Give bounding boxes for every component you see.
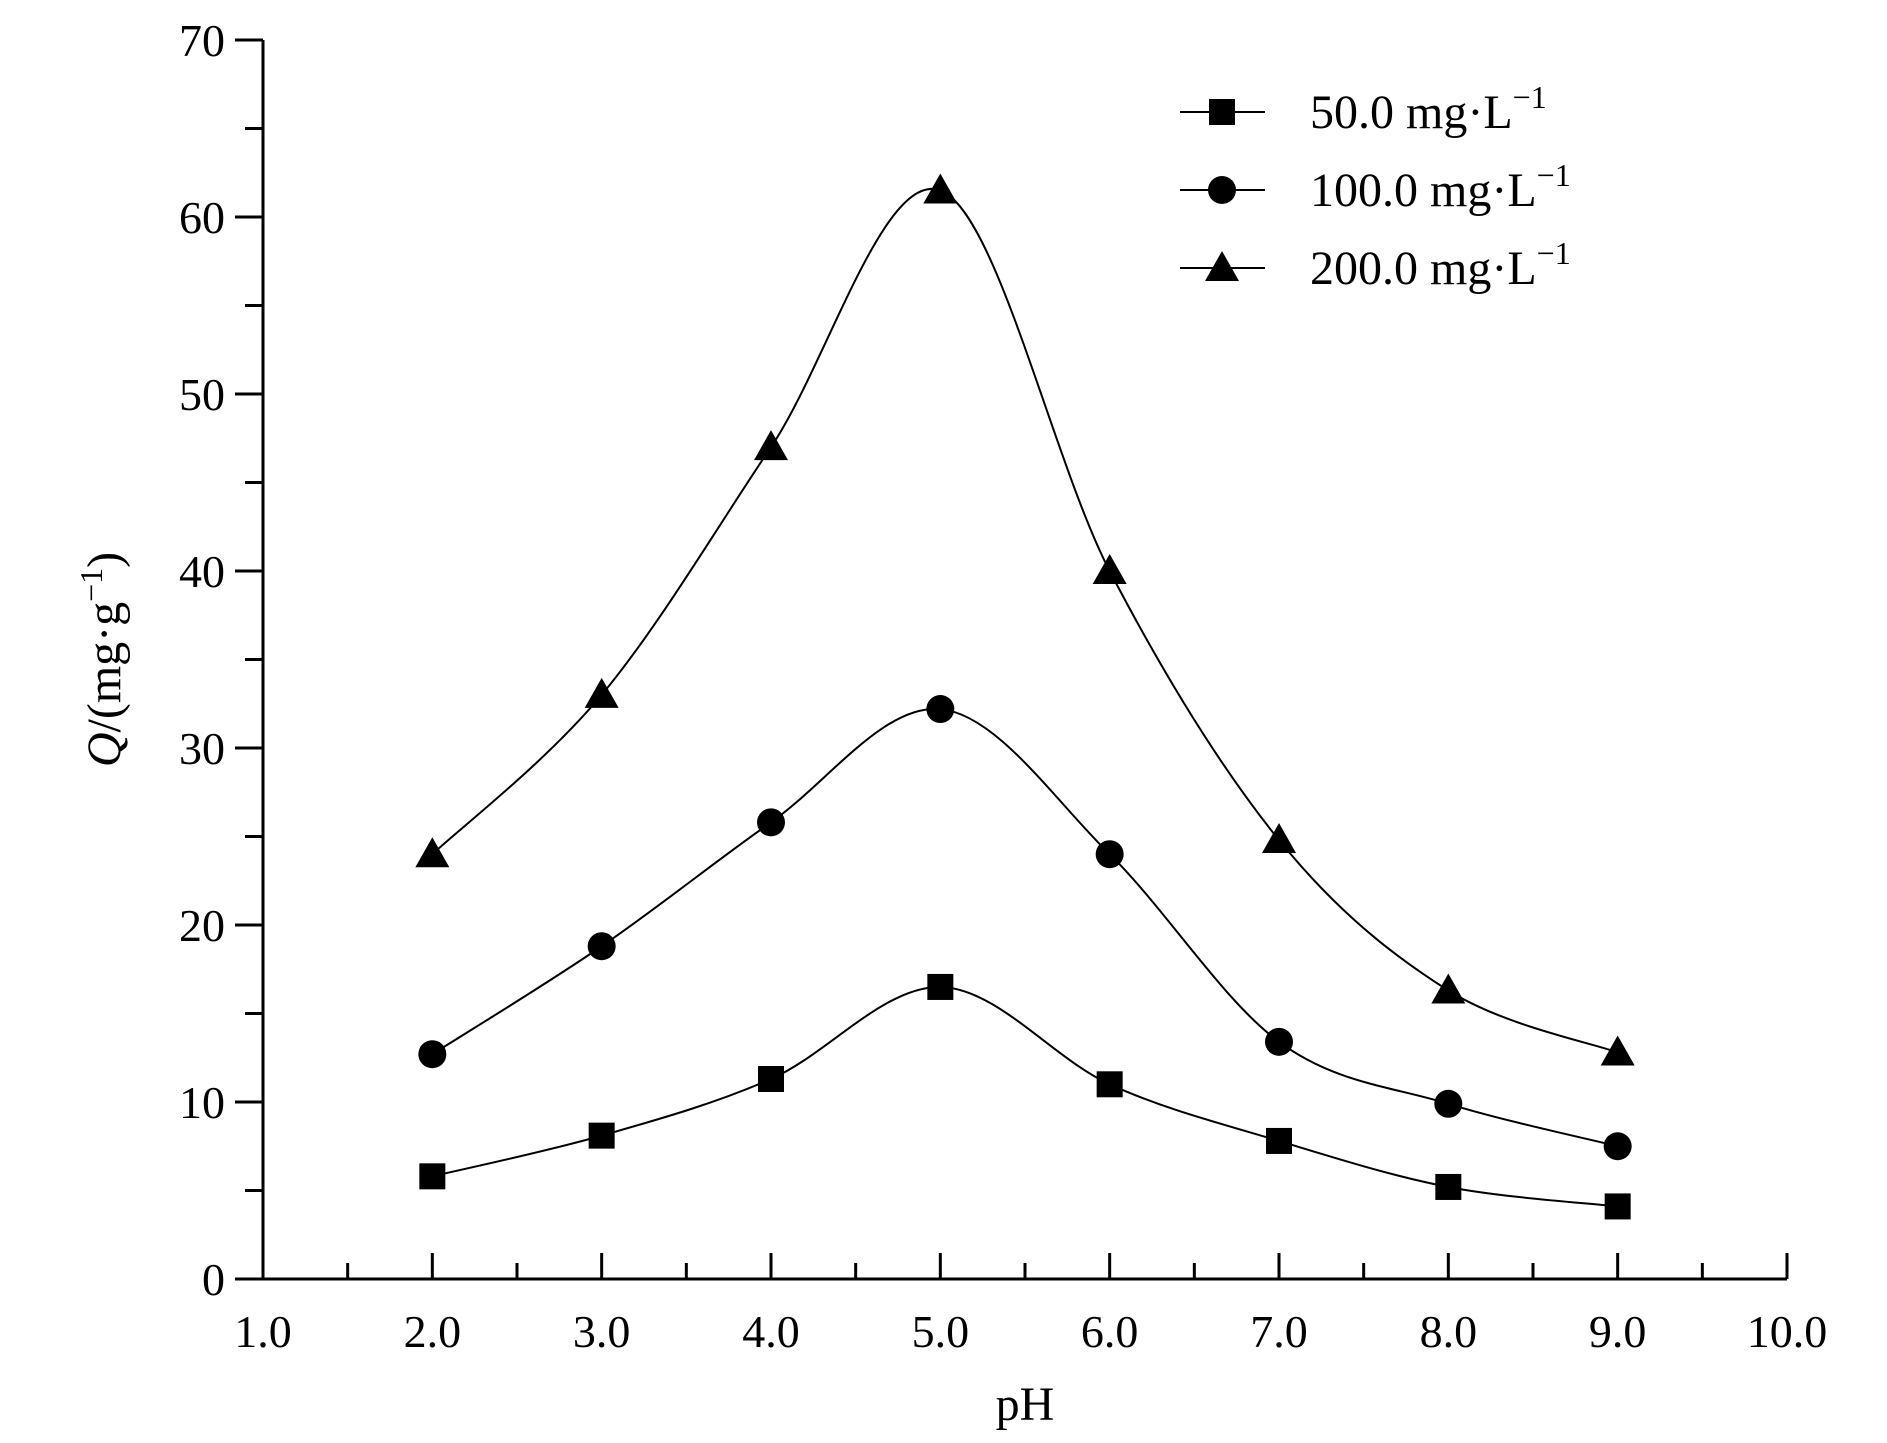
legend-label: 200.0 mg·L−1 [1310, 235, 1571, 295]
data-point [754, 430, 788, 461]
x-tick-label: 10.0 [1747, 1306, 1828, 1357]
y-axis-title-sup: −1 [73, 568, 109, 602]
x-tick-label: 2.0 [404, 1306, 462, 1357]
data-point [419, 1163, 446, 1190]
x-tick-label: 7.0 [1250, 1306, 1308, 1357]
series-line [431, 708, 1618, 1148]
x-tick-label: 1.0 [234, 1306, 292, 1357]
data-point [1095, 840, 1124, 869]
data-point [1096, 1071, 1123, 1098]
legend-label-sup: −1 [1537, 157, 1571, 193]
legend-label-text: 100.0 mg·L [1310, 164, 1537, 217]
series-layer [415, 173, 1635, 1220]
y-tick-label: 40 [179, 546, 225, 597]
data-point [1600, 1035, 1635, 1066]
y-tick-label: 0 [202, 1254, 225, 1305]
data-point [1092, 554, 1127, 584]
legend-label-text: 50.0 mg·L [1310, 86, 1513, 139]
y-tick-label: 20 [179, 900, 225, 951]
data-point [923, 173, 958, 204]
legend-label-text: 200.0 mg·L [1310, 242, 1537, 295]
legend-label-sup: −1 [1537, 235, 1571, 271]
x-tick-label: 5.0 [912, 1306, 970, 1357]
legend-item: 200.0 mg·L−1 [1180, 235, 1571, 295]
data-point [926, 695, 955, 724]
y-tick-label: 70 [179, 15, 225, 66]
y-axis-title: Q/(mg·g−1) [73, 552, 131, 767]
x-tick-label: 6.0 [1081, 1306, 1139, 1357]
legend-item: 100.0 mg·L−1 [1180, 157, 1571, 217]
axes: 0 10 20 30 40 50 60 70 1.0 2.0 3.0 4.0 5.0 6.0 7.0 8.0 9… [179, 15, 1827, 1357]
data-point [584, 677, 619, 708]
data-point [757, 808, 785, 837]
legend-marker [1208, 176, 1236, 204]
series-line [431, 187, 1619, 1054]
data-point [1262, 823, 1296, 854]
legend-label: 50.0 mg·L−1 [1310, 79, 1547, 139]
legend-item: 50.0 mg·L−1 [1180, 79, 1547, 139]
legend-label-sup: −1 [1513, 79, 1547, 115]
data-point [588, 1122, 615, 1149]
data-point [758, 1065, 784, 1092]
data-point [1266, 1127, 1292, 1154]
data-point [1603, 1132, 1632, 1161]
y-tick-label: 50 [179, 369, 225, 420]
y-tick-label: 30 [179, 723, 225, 774]
y-tick-label: 10 [179, 1077, 225, 1128]
data-point [1431, 973, 1466, 1004]
data-point [415, 837, 450, 868]
data-point [1265, 1027, 1293, 1056]
x-tick-label: 4.0 [742, 1306, 800, 1357]
data-point [927, 973, 954, 1000]
data-point [418, 1040, 447, 1069]
y-axis-title-text: /(mg·g [78, 602, 131, 733]
data-point [1435, 1173, 1462, 1200]
legend-label: 100.0 mg·L−1 [1310, 157, 1571, 217]
data-point [1434, 1089, 1463, 1118]
data-point [1604, 1193, 1631, 1220]
y-tick-label: 60 [179, 192, 225, 243]
y-axis-title-close: ) [78, 552, 131, 568]
series-line [432, 985, 1618, 1208]
x-axis-title: pH [996, 1378, 1055, 1431]
series-2 [418, 695, 1632, 1161]
y-axis-title-italic: Q [78, 733, 131, 768]
data-point [587, 932, 616, 961]
legend-marker [1209, 99, 1235, 125]
x-tick-label: 9.0 [1589, 1306, 1647, 1357]
x-tick-label: 8.0 [1420, 1306, 1478, 1357]
x-tick-label: 3.0 [573, 1306, 631, 1357]
series-3 [415, 173, 1635, 1066]
legend-marker [1205, 251, 1239, 281]
series-1 [419, 973, 1631, 1220]
